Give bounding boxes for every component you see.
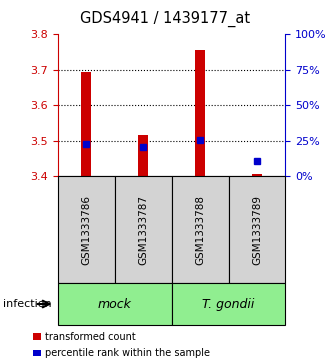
- Text: percentile rank within the sample: percentile rank within the sample: [45, 348, 210, 358]
- Text: transformed count: transformed count: [45, 332, 135, 342]
- Text: GSM1333786: GSM1333786: [81, 195, 91, 265]
- Text: GSM1333787: GSM1333787: [138, 195, 148, 265]
- Text: T. gondii: T. gondii: [202, 298, 255, 310]
- Text: GSM1333788: GSM1333788: [195, 195, 205, 265]
- Bar: [252, 174, 262, 176]
- Bar: [81, 72, 91, 176]
- Text: mock: mock: [98, 298, 132, 310]
- Text: GSM1333789: GSM1333789: [252, 195, 262, 265]
- Text: infection: infection: [3, 299, 52, 309]
- Bar: [138, 135, 148, 176]
- Bar: [195, 50, 205, 176]
- Text: GDS4941 / 1439177_at: GDS4941 / 1439177_at: [80, 11, 250, 27]
